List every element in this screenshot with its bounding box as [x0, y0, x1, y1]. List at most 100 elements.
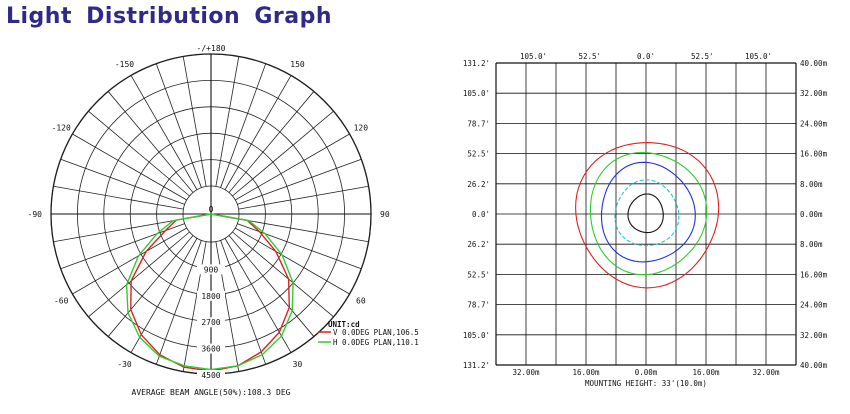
polar-angle-label: 120: [354, 124, 369, 133]
legend-entry-2: H 0.0DEG PLAN,110.1: [333, 338, 419, 347]
isolux-right-tick: 16.00m: [800, 270, 828, 279]
polar-radial-label: 3600: [201, 345, 220, 354]
isolux-top-tick: 52.5': [691, 52, 714, 61]
polar-angle-label: -/+180: [197, 44, 226, 53]
polar-spoke: [228, 235, 315, 337]
isolux-top-tick: 52.5': [578, 52, 601, 61]
polar-spoke: [224, 238, 292, 353]
polar-footer-label: AVERAGE BEAM ANGLE(50%):108.3 DEG: [132, 388, 291, 397]
isolux-right-tick: 16.00m: [800, 150, 828, 159]
polar-radial-label: 4500: [201, 371, 220, 380]
isolux-bottom-tick: 32.00m: [512, 368, 540, 377]
isolux-bottom-tick: 16.00m: [692, 368, 720, 377]
polar-spoke: [232, 110, 334, 197]
polar-spoke: [53, 185, 184, 210]
isolux-right-tick: 8.00m: [800, 240, 823, 249]
polar-spoke: [215, 241, 240, 372]
polar-radial-label: 1800: [201, 292, 220, 301]
polar-spoke: [215, 56, 240, 187]
isolux-right-tick: 32.00m: [800, 331, 828, 340]
isolux-right-tick: 32.00m: [800, 89, 828, 98]
polar-spoke: [72, 227, 187, 295]
polar-spoke: [220, 240, 267, 365]
isolux-contour-1: [575, 142, 720, 289]
polar-spoke: [88, 231, 190, 318]
polar-spoke: [235, 133, 350, 201]
polar-spoke: [232, 231, 334, 318]
isolux-right-tick: 8.00m: [800, 180, 823, 189]
polar-angle-label: 90: [380, 210, 390, 219]
polar-spoke: [53, 218, 184, 243]
polar-angle-label: 30: [293, 360, 303, 369]
polar-spoke: [107, 235, 194, 337]
isolux-right-tick: 24.00m: [800, 119, 828, 128]
isolux-right-tick: 40.00m: [800, 59, 828, 68]
polar-spoke: [235, 227, 350, 295]
polar-series-2: [125, 213, 294, 371]
isolux-contour-3: [600, 161, 696, 263]
page-title: Light Distribution Graph: [6, 4, 333, 29]
polar-radial-label-bg: [197, 343, 225, 354]
polar-spoke: [107, 91, 194, 193]
polar-spoke: [130, 75, 198, 190]
isolux-top-tick: 0.0': [637, 52, 655, 61]
polar-radial-label: 900: [204, 265, 219, 274]
polar-radial-label-bg: [197, 370, 225, 380]
isolux-top-tick: 105.0': [745, 52, 772, 61]
isolux-left-tick: 26.2': [467, 240, 490, 249]
isolux-left-tick: 105.0': [463, 331, 490, 340]
isolux-xlabel: MOUNTING HEIGHT: 33'(10.0m): [585, 379, 707, 388]
isolux-left-tick: 131.2': [463, 59, 490, 68]
polar-angle-label: -90: [28, 210, 43, 219]
polar-spoke: [60, 158, 185, 205]
polar-spoke: [182, 241, 207, 372]
polar-spoke: [72, 133, 187, 201]
isolux-top-tick: 105.0': [520, 52, 547, 61]
polar-spoke: [228, 91, 315, 193]
isolux-right-tick: 0.00m: [800, 210, 823, 219]
isolux-contour-2: [589, 151, 708, 276]
polar-unit-label: UNIT:cd: [328, 320, 360, 329]
polar-angle-label: -120: [52, 124, 71, 133]
isolux-left-tick: 0.0': [472, 210, 490, 219]
isolux-right-tick: 40.00m: [800, 361, 828, 370]
polar-spoke: [224, 75, 292, 190]
polar-spoke: [155, 240, 202, 365]
polar-spoke: [182, 56, 207, 187]
polar-angle-label: -60: [54, 297, 69, 306]
isolux-left-tick: 52.5': [467, 150, 490, 159]
isolux-left-tick: 78.7': [467, 119, 490, 128]
polar-radial-label-bg: [197, 317, 225, 328]
isolux-left-tick: 26.2': [467, 180, 490, 189]
isolux-left-tick: 131.2': [463, 361, 490, 370]
isolux-right-tick: 24.00m: [800, 301, 828, 310]
polar-radial-label-bg: [197, 264, 225, 275]
polar-spoke: [237, 223, 362, 270]
isolux-bottom-tick: 32.00m: [752, 368, 780, 377]
polar-angle-label: -30: [117, 360, 132, 369]
polar-angle-label: 150: [290, 60, 305, 69]
polar-spoke: [238, 218, 369, 243]
isolux-left-tick: 105.0': [463, 89, 490, 98]
isolux-bottom-tick: 16.00m: [572, 368, 600, 377]
polar-radial-label: 0: [209, 205, 214, 214]
polar-spoke: [237, 158, 362, 205]
polar-spoke: [220, 63, 267, 188]
isolux-contour-4: [614, 179, 680, 247]
polar-spoke: [238, 185, 369, 210]
polar-radial-label: 2700: [201, 318, 220, 327]
polar-angle-label: 60: [356, 297, 366, 306]
polar-candela-chart: 0 900 1800 2700 3600 4500 -/+180 150 -150 120 -120…: [28, 44, 419, 397]
polar-spoke: [155, 63, 202, 188]
polar-spoke: [88, 110, 190, 197]
isolux-contour-5: [627, 193, 664, 234]
isolux-left-tick: 52.5': [467, 270, 490, 279]
isolux-left-tick: 78.7': [467, 301, 490, 310]
isolux-chart: 131.2' 105.0' 78.7' 52.5' 26.2' 0.0' 26.2' 52.5…: [463, 52, 828, 388]
polar-spoke: [130, 238, 198, 353]
isolux-bottom-tick: 0.00m: [635, 368, 658, 377]
legend-entry-1: V 0.0DEG PLAN,106.5: [333, 328, 419, 337]
polar-angle-label: -150: [115, 60, 134, 69]
polar-radial-label-bg: [197, 290, 225, 301]
